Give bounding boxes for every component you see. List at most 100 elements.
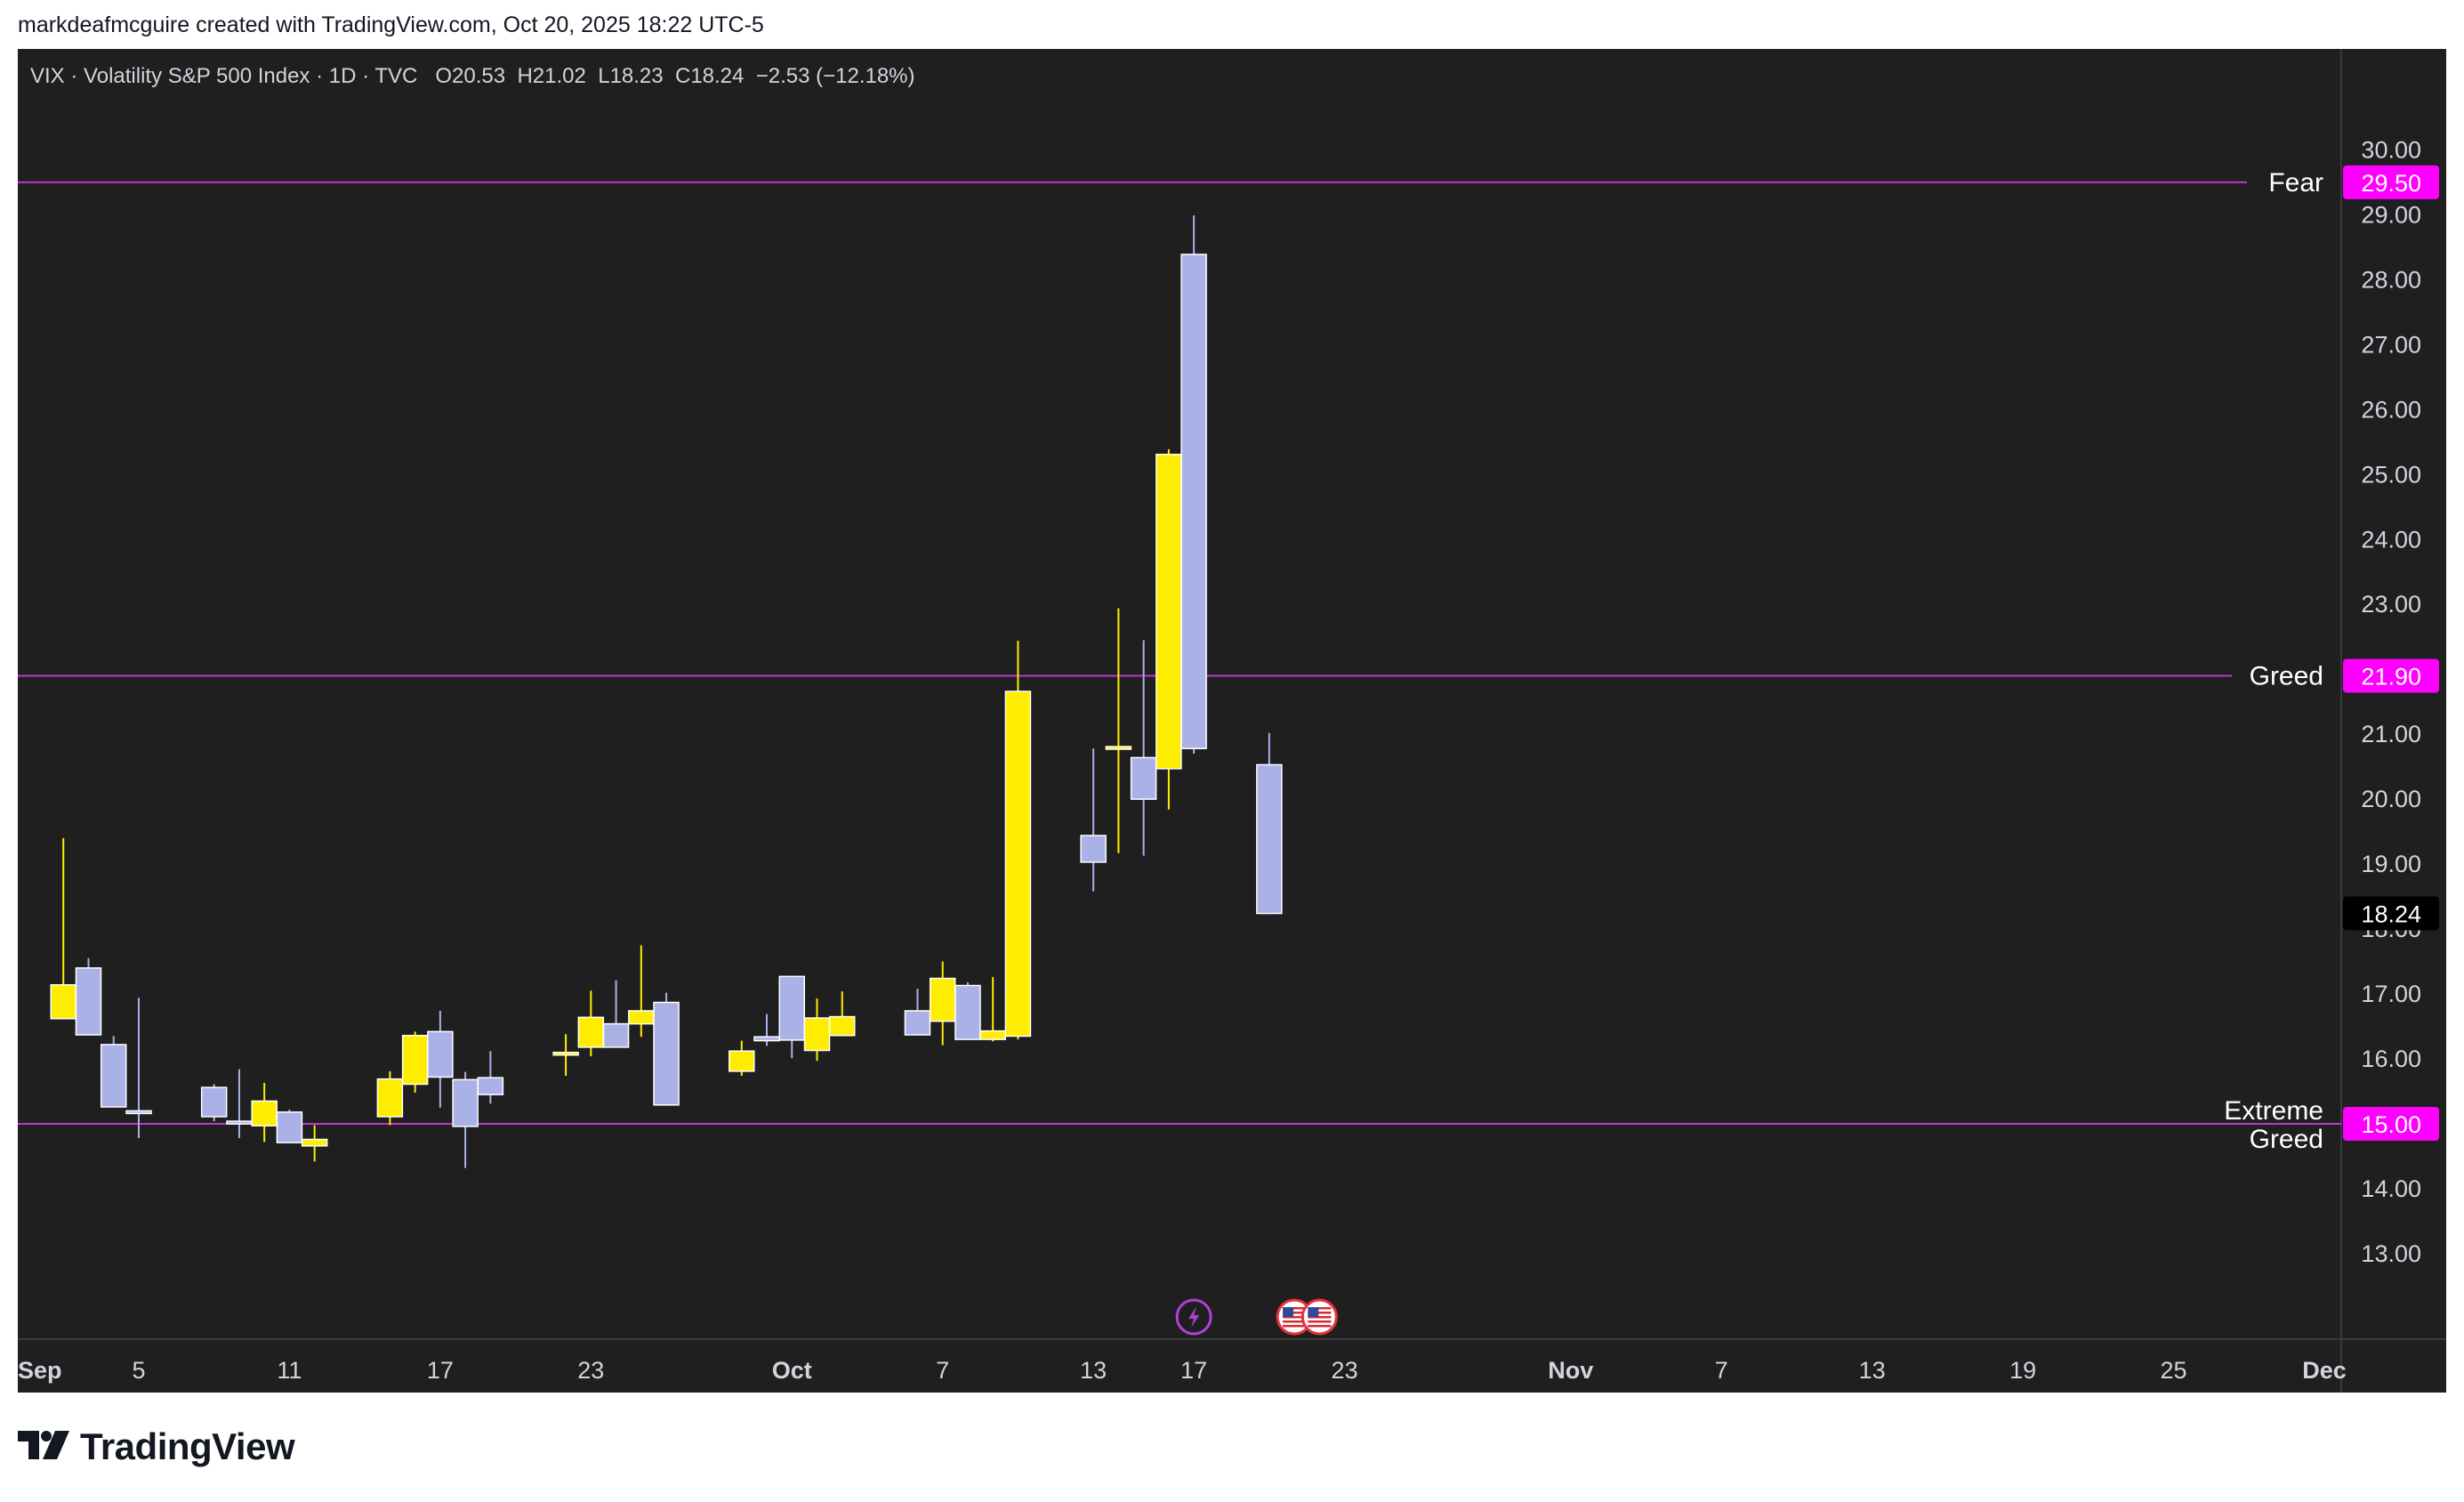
y-tick-label: 19.00 (2361, 851, 2421, 877)
candle-body-down[interactable] (226, 1120, 253, 1125)
y-tick-label: 20.00 (2361, 786, 2421, 812)
flag-stripe (1283, 1325, 1307, 1328)
level-label: Greed (2250, 661, 2323, 690)
candle-body-down[interactable] (602, 1022, 630, 1048)
candle-body-up[interactable] (828, 1015, 856, 1037)
candle-body-down[interactable] (276, 1111, 303, 1143)
level-price-tag (2343, 658, 2439, 693)
last-price-label: 18.24 (2361, 901, 2421, 928)
x-tick-label: 7 (1715, 1357, 1728, 1384)
flag-stripe (1283, 1320, 1307, 1323)
candle-body-up[interactable] (552, 1051, 579, 1056)
y-tick-label: 30.00 (2361, 136, 2421, 163)
x-tick-label: 11 (277, 1357, 302, 1384)
x-tick-label: 25 (2161, 1357, 2187, 1384)
x-tick-label: 5 (132, 1357, 145, 1384)
legend-sep: · (70, 64, 77, 88)
candle-body-down[interactable] (200, 1086, 228, 1118)
candle-body-up[interactable] (251, 1100, 278, 1126)
chart-legend: VIX · Volatility S&P 500 Index · 1D · TV… (30, 64, 915, 88)
x-tick-label: 13 (1859, 1357, 1886, 1384)
x-tick-label: 19 (2009, 1357, 2036, 1384)
candle-body-up[interactable] (979, 1030, 1006, 1040)
legend-name: Volatility S&P 500 Index (84, 64, 310, 88)
level-label: Extreme (2224, 1096, 2323, 1126)
x-tick-label: 17 (427, 1357, 454, 1384)
brand-name: TradingView (80, 1425, 295, 1467)
candle-body-up[interactable] (376, 1078, 404, 1118)
level-label: Greed (2250, 1125, 2323, 1154)
candle-body-up[interactable] (401, 1034, 429, 1086)
lightning-glyph (1188, 1306, 1200, 1328)
candle-body-down[interactable] (1080, 835, 1107, 863)
candle-body-down[interactable] (1256, 763, 1283, 915)
y-tick-label: 27.00 (2361, 331, 2421, 358)
candle-body-up[interactable] (729, 1050, 755, 1072)
legend-change: −2.53 (−12.18%) (756, 64, 915, 88)
x-tick-label: Oct (772, 1357, 812, 1384)
level-price-tag-label: 29.50 (2361, 170, 2421, 197)
x-tick-label: Sep (18, 1357, 62, 1384)
chart-frame[interactable]: VIX · Volatility S&P 500 Index · 1D · TV… (18, 49, 2446, 1393)
flag-stripe (1283, 1312, 1307, 1314)
legend-close: 18.24 (690, 64, 744, 88)
candle-body-up[interactable] (50, 984, 76, 1020)
candle-body-down[interactable] (753, 1036, 780, 1042)
x-tick-label: 23 (577, 1357, 604, 1384)
candle-body-down[interactable] (778, 975, 806, 1041)
flag-stripe (1308, 1320, 1332, 1323)
level-price-tag (2343, 165, 2439, 199)
candle-body-down[interactable] (477, 1077, 504, 1095)
candle-body-up[interactable] (1156, 453, 1182, 770)
candle-body-down[interactable] (653, 1001, 680, 1106)
y-tick-label: 26.00 (2361, 396, 2421, 423)
candle-body-down[interactable] (1180, 254, 1207, 749)
candle-body-up[interactable] (1105, 746, 1132, 750)
x-tick-label: 13 (1080, 1357, 1107, 1384)
vix-candlestick-chart[interactable]: VIX · Volatility S&P 500 Index · 1D · TV… (18, 49, 2446, 1393)
chart-credit: markdeafmcguire created with TradingView… (18, 12, 764, 37)
tradingview-brand[interactable]: TradingView (18, 1425, 295, 1468)
level-price-tag-label: 15.00 (2361, 1111, 2421, 1138)
candle-body-down[interactable] (125, 1110, 152, 1115)
last-price-tag (2343, 896, 2439, 931)
candle-body-up[interactable] (628, 1010, 655, 1025)
y-tick-label: 16.00 (2361, 1046, 2421, 1072)
legend-open-label: O (435, 64, 452, 88)
legend-close-label: C (675, 64, 690, 88)
x-tick-label: 17 (1180, 1357, 1207, 1384)
legend-interval: 1D (329, 64, 357, 88)
flag-canton (1308, 1307, 1319, 1317)
flag-stripe (1283, 1316, 1307, 1319)
x-tick-label: Nov (1548, 1357, 1593, 1384)
legend-low: 18.23 (610, 64, 664, 88)
candle-body-up[interactable] (1004, 690, 1032, 1038)
y-tick-label: 17.00 (2361, 981, 2421, 1007)
legend-sep: · (316, 64, 323, 88)
x-tick-label: 7 (936, 1357, 949, 1384)
flag-canton (1283, 1307, 1294, 1317)
candle-body-up[interactable] (577, 1016, 605, 1048)
candle-body-down[interactable] (904, 1010, 931, 1036)
x-tick-label: Dec (2302, 1357, 2347, 1384)
candle-body-down[interactable] (100, 1044, 127, 1108)
legend-sep: · (362, 64, 369, 88)
candle-body-up[interactable] (803, 1017, 831, 1052)
candle-body-up[interactable] (301, 1138, 328, 1147)
candle-body-down[interactable] (427, 1030, 454, 1078)
legend-symbol: VIX (30, 64, 65, 88)
y-tick-label: 28.00 (2361, 266, 2421, 293)
legend-source: TVC (374, 64, 417, 88)
flag-stripe (1308, 1307, 1332, 1310)
flag-stripe (1308, 1312, 1332, 1314)
candle-body-down[interactable] (1130, 756, 1157, 800)
candle-body-down[interactable] (954, 984, 981, 1040)
level-label: Fear (2268, 168, 2323, 198)
legend-open: 20.53 (452, 64, 505, 88)
candle-body-down[interactable] (452, 1078, 479, 1127)
candle-body-down[interactable] (75, 967, 102, 1036)
legend-high: 21.02 (533, 64, 586, 88)
level-price-tag (2343, 1106, 2439, 1141)
candle-body-up[interactable] (929, 977, 956, 1022)
level-price-tag-label: 21.90 (2361, 663, 2421, 690)
